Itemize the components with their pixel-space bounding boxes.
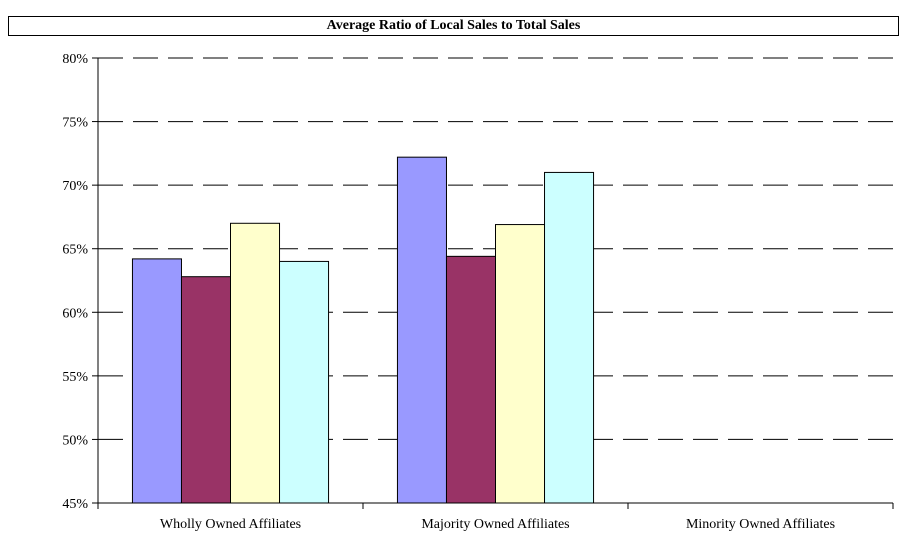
- x-category-label: Majority Owned Affiliates: [421, 517, 569, 532]
- y-tick-label: 70%: [62, 179, 88, 194]
- x-category-label: Minority Owned Affiliates: [686, 517, 835, 532]
- bar: [131, 258, 182, 504]
- labels: 45% 50% 55% 60% 65% 70% 75% 80% Wholly Owned Aff…: [62, 52, 835, 532]
- x-category-label: Wholly Owned Affiliates: [160, 517, 301, 532]
- bar: [230, 222, 281, 504]
- y-tick-label: 60%: [62, 306, 88, 321]
- chart-title: Average Ratio of Local Sales to Total Sa…: [8, 16, 899, 36]
- bar: [544, 171, 595, 504]
- y-tick-label: 50%: [62, 433, 88, 448]
- bar: [396, 156, 447, 504]
- y-tick-label: 80%: [62, 52, 88, 67]
- axes: [92, 57, 894, 509]
- bar: [279, 260, 330, 504]
- bar: [495, 224, 546, 504]
- bar: [445, 255, 497, 504]
- y-tick-label: 75%: [62, 116, 88, 131]
- bars: [131, 156, 595, 504]
- bar: [180, 276, 232, 504]
- y-tick-label: 45%: [62, 497, 88, 512]
- y-tick-label: 65%: [62, 243, 88, 258]
- y-tick-label: 55%: [62, 370, 88, 385]
